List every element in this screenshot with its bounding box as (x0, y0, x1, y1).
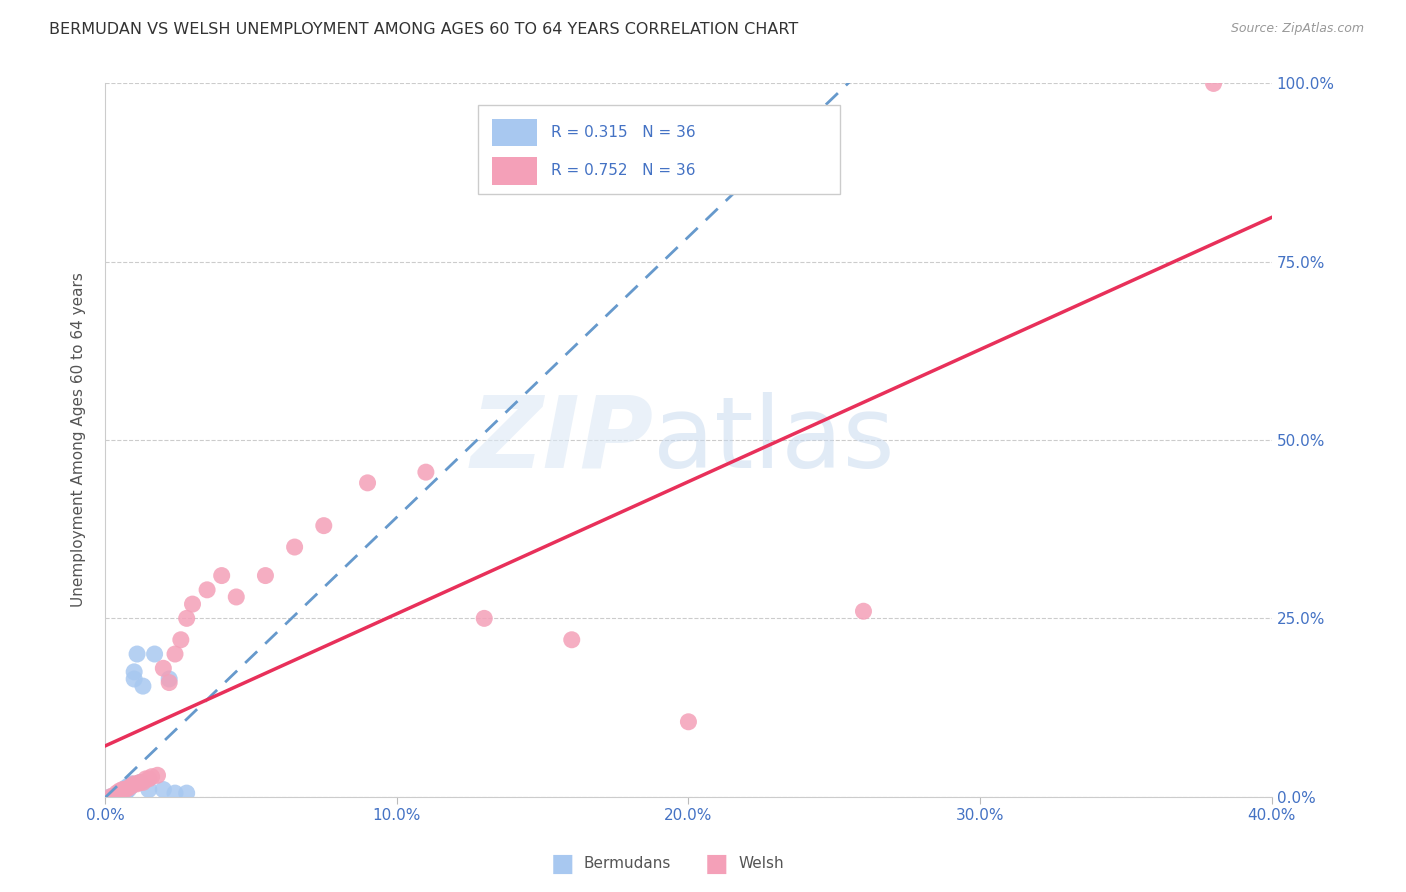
Y-axis label: Unemployment Among Ages 60 to 64 years: Unemployment Among Ages 60 to 64 years (72, 273, 86, 607)
Point (105, 789, 128, 804)
Point (284, 540, 307, 554)
Text: ■: ■ (706, 852, 728, 875)
Point (125, 777, 148, 791)
Point (117, 781, 139, 796)
Point (108, 789, 131, 804)
Point (157, 672, 180, 686)
Point (157, 675, 180, 690)
Point (138, 782, 160, 797)
FancyBboxPatch shape (478, 105, 841, 194)
Point (1202, 77, 1225, 91)
Point (141, 770, 163, 784)
Text: BERMUDAN VS WELSH UNEMPLOYMENT AMONG AGES 60 TO 64 YEARS CORRELATION CHART: BERMUDAN VS WELSH UNEMPLOYMENT AMONG AGE… (49, 22, 799, 37)
Point (108, 784, 131, 798)
Text: atlas: atlas (654, 392, 896, 489)
Point (108, 789, 131, 804)
Point (117, 782, 139, 797)
Point (181, 597, 204, 611)
Point (114, 784, 136, 798)
Point (132, 775, 155, 789)
Point (100, 789, 122, 804)
Point (561, 632, 583, 647)
Point (108, 789, 131, 804)
Point (163, 647, 186, 661)
Text: ■: ■ (551, 852, 574, 875)
Point (120, 779, 142, 793)
Point (103, 789, 125, 804)
Point (108, 789, 131, 804)
Point (108, 789, 131, 804)
Text: R = 0.752   N = 36: R = 0.752 N = 36 (551, 163, 695, 178)
Point (312, 518, 335, 533)
Point (103, 789, 125, 804)
Point (129, 775, 152, 789)
Text: Bermudans: Bermudans (583, 856, 671, 871)
Text: Welsh: Welsh (738, 856, 783, 871)
Point (105, 789, 128, 804)
Point (122, 672, 145, 686)
Point (122, 777, 145, 791)
Point (114, 782, 136, 797)
Point (120, 779, 142, 793)
Point (114, 782, 136, 797)
Point (114, 786, 136, 800)
Point (152, 782, 174, 797)
Point (122, 665, 145, 679)
Point (105, 789, 128, 804)
Point (195, 582, 218, 597)
Point (211, 568, 233, 582)
Point (129, 775, 152, 789)
Point (125, 647, 148, 661)
Point (135, 772, 157, 786)
Point (176, 786, 198, 800)
Point (143, 647, 166, 661)
Point (132, 679, 155, 693)
Point (678, 714, 700, 729)
Point (111, 782, 134, 797)
Point (356, 475, 378, 490)
Point (852, 604, 875, 618)
Point (111, 786, 134, 800)
Text: Source: ZipAtlas.com: Source: ZipAtlas.com (1230, 22, 1364, 36)
Point (146, 768, 169, 782)
Point (105, 786, 128, 800)
Point (138, 772, 160, 786)
Point (163, 786, 186, 800)
Point (111, 789, 134, 804)
Point (103, 789, 125, 804)
Point (111, 784, 134, 798)
Point (108, 789, 131, 804)
Point (176, 611, 198, 625)
Bar (492, 120, 537, 146)
Point (111, 786, 134, 800)
Point (225, 590, 247, 604)
Point (120, 777, 142, 791)
Point (152, 661, 174, 675)
Point (415, 465, 437, 479)
Bar (492, 158, 537, 185)
Point (111, 789, 134, 804)
Text: R = 0.315   N = 36: R = 0.315 N = 36 (551, 125, 696, 140)
Point (254, 568, 277, 582)
Point (170, 632, 193, 647)
Point (472, 611, 495, 625)
Point (114, 781, 136, 796)
Text: ZIP: ZIP (471, 392, 654, 489)
Point (100, 789, 122, 804)
Point (117, 779, 139, 793)
Point (103, 789, 125, 804)
